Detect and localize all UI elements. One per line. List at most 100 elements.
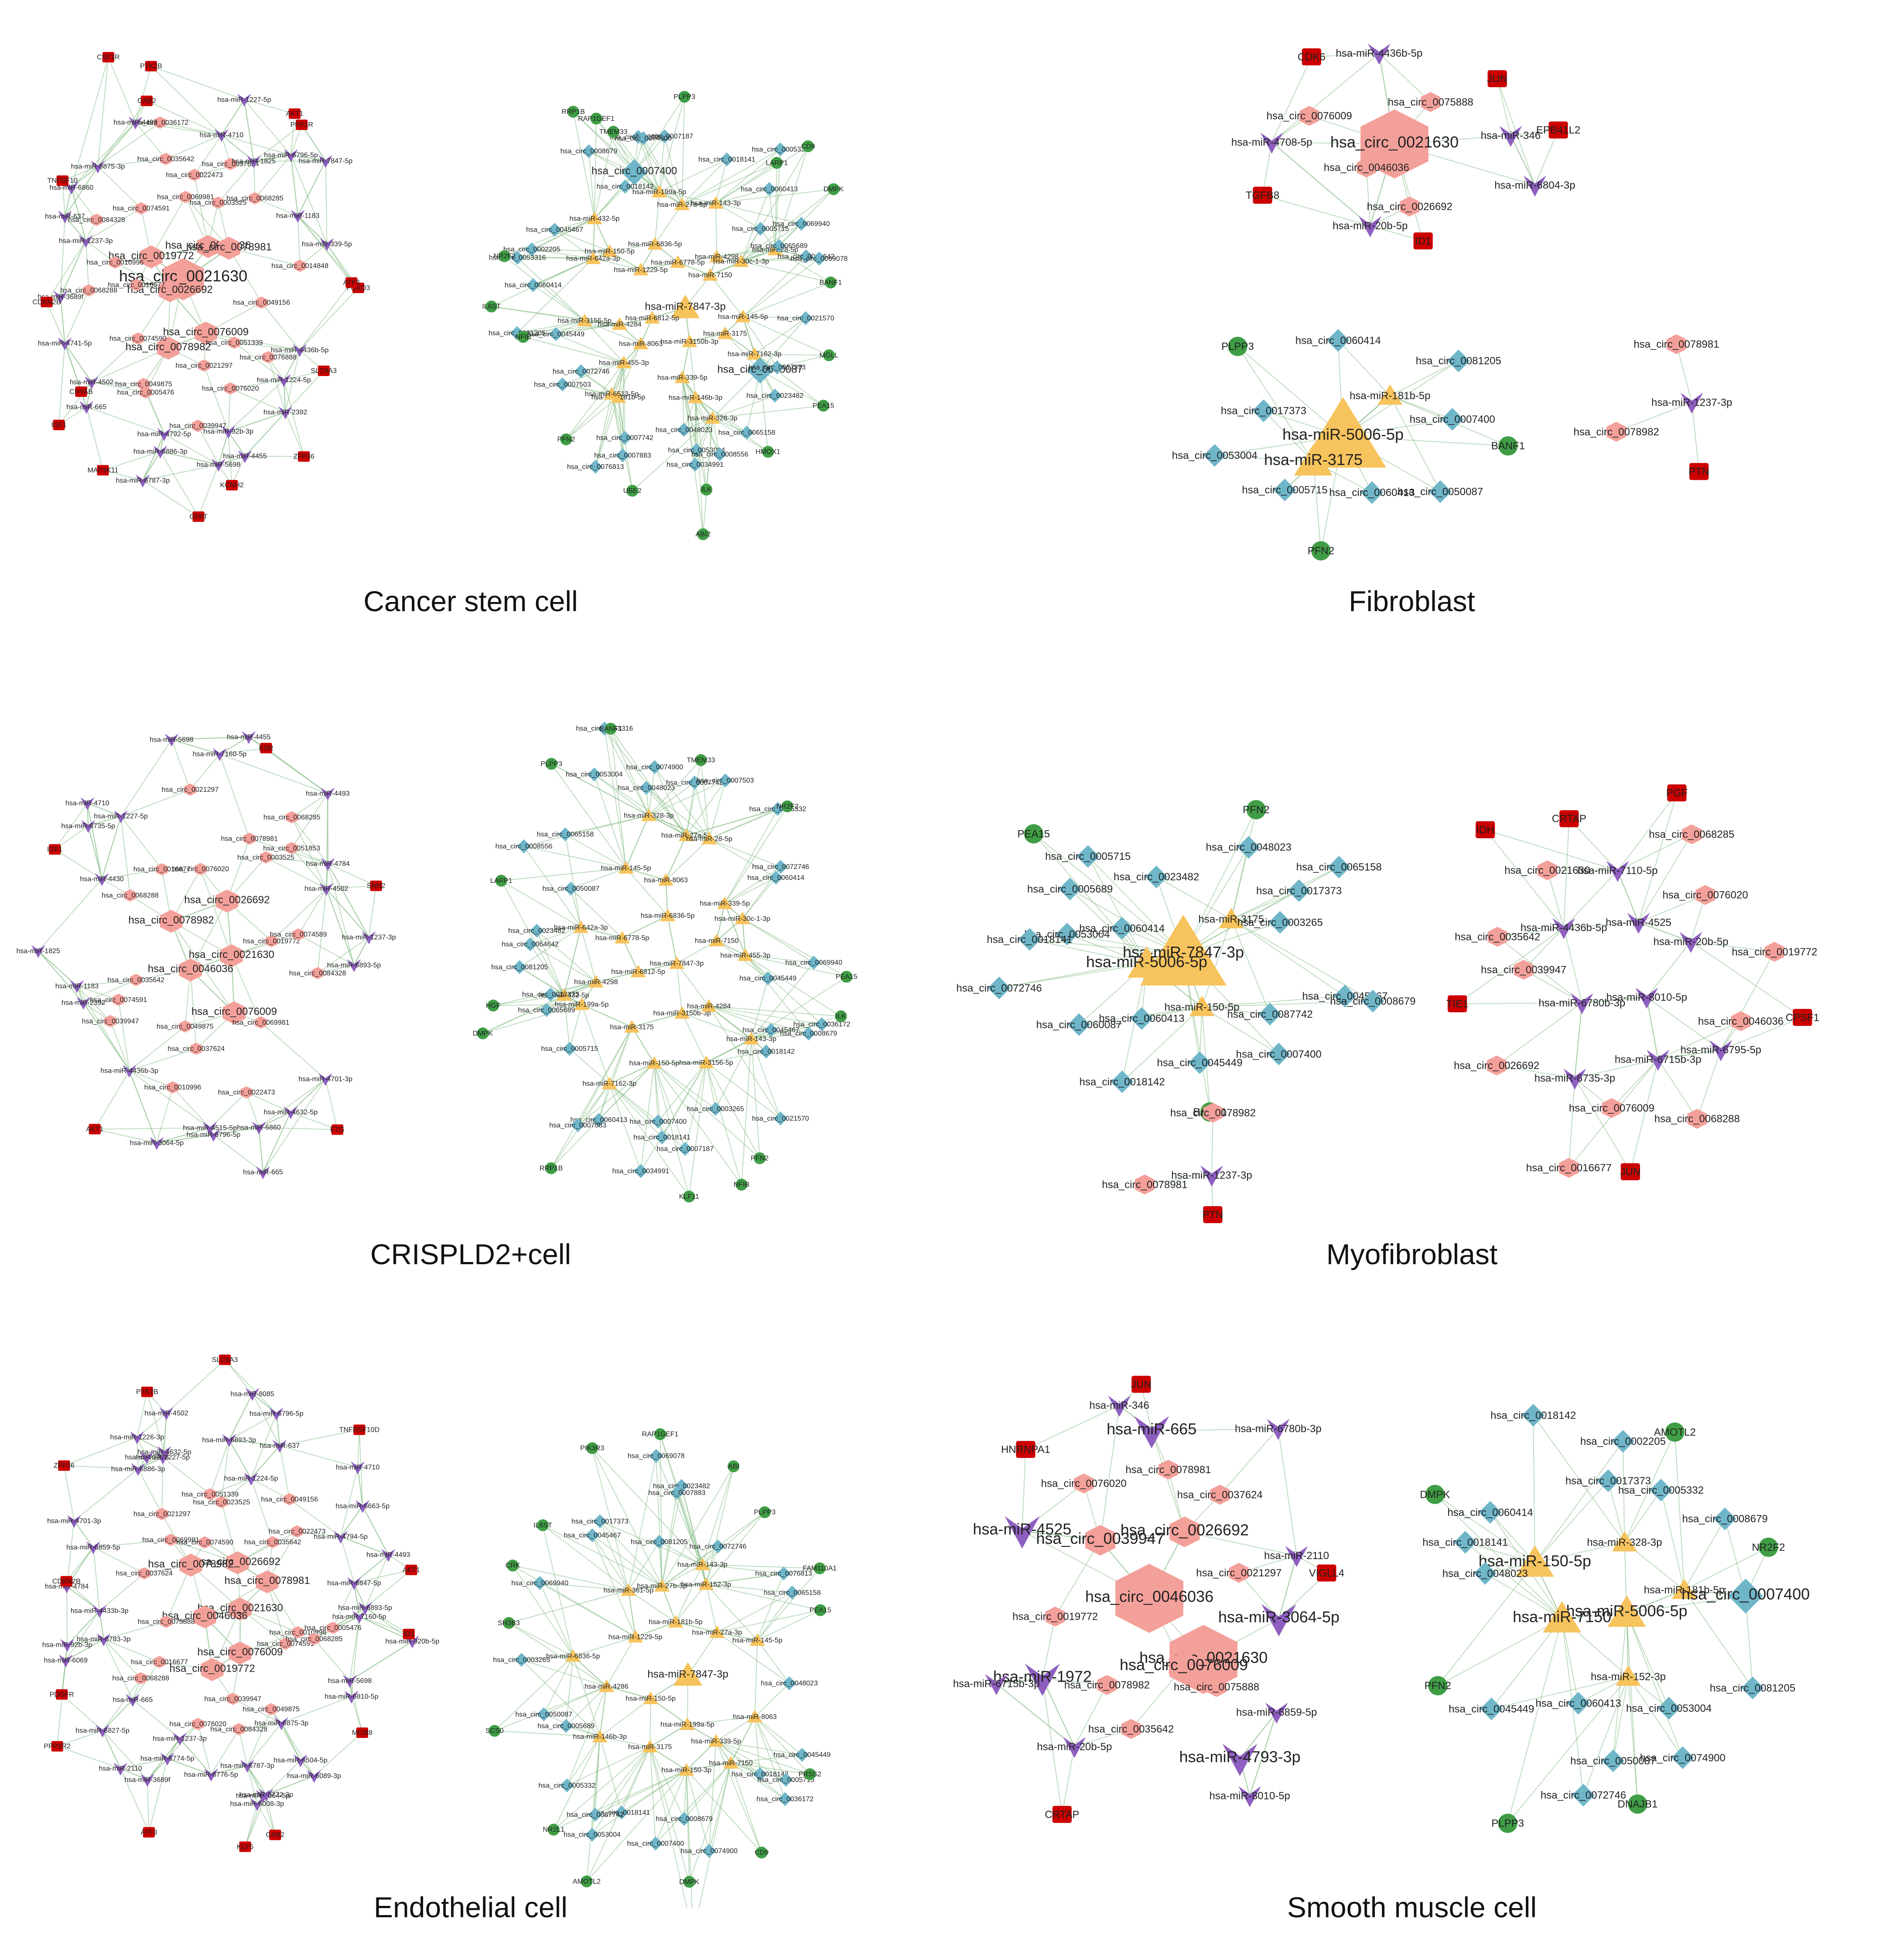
mrna-square <box>1476 821 1495 838</box>
circrna-hexagon <box>1666 334 1686 354</box>
network-node: hsa_circ_0039947 <box>82 1015 139 1027</box>
network-edge <box>606 1636 636 1687</box>
mirna-vee <box>81 820 96 833</box>
network-edge <box>592 1535 636 1637</box>
network-node: CDKN2B <box>52 1576 81 1587</box>
network-edge <box>1249 1712 1277 1796</box>
node-label: AKT1 <box>86 1125 103 1133</box>
network-edge <box>638 963 677 972</box>
mirna-triangle <box>642 1740 658 1753</box>
mrna-square <box>89 1124 101 1135</box>
network-edge <box>754 1683 790 1717</box>
circrna-diamond <box>795 1748 809 1762</box>
circrna-hexagon <box>240 1086 253 1099</box>
node-label: hsa_circ_0017373 <box>571 1518 629 1525</box>
network-edge <box>359 1616 409 1635</box>
network-edge <box>285 350 301 413</box>
network-edge <box>317 937 369 974</box>
circrna-hexagon <box>294 260 306 272</box>
circrna-hexagon <box>198 359 210 372</box>
network-node: hsa-miR-146b-3p <box>573 1730 627 1742</box>
node-label: hsa-miR-7847-5p <box>299 157 353 165</box>
network-edge <box>1201 919 1232 1007</box>
network-node: PRSS2 <box>799 1768 821 1780</box>
network-node: GPAT <box>189 511 208 522</box>
network-edge <box>618 343 642 397</box>
network-node: hsa_circ_0076009 <box>163 322 249 345</box>
network-node: hsa_circ_0021297 <box>133 1508 191 1520</box>
network-node: hsa_circ_0081205 <box>1710 1676 1795 1700</box>
node-label: hsa_circ_0081205 <box>489 330 546 337</box>
network-node: hsa_circ_0049156 <box>261 1493 318 1505</box>
circrna-diamond <box>1130 1007 1153 1030</box>
network-edge <box>1490 1512 1535 1563</box>
network-node: SNN2 <box>367 880 386 891</box>
network-edge <box>137 1468 163 1515</box>
node-label: hsa-miR-7150 <box>709 1759 753 1767</box>
network-edge <box>156 1087 173 1143</box>
circrna-hexagon <box>1487 1055 1507 1076</box>
circrna-diamond <box>772 239 786 253</box>
network-node: hsa-miR-6804-3p <box>1494 175 1575 197</box>
node-label: NR2F2 <box>493 253 516 260</box>
mirna-vee <box>381 1549 396 1562</box>
network-node: hsa_circ_0021630 <box>198 1597 283 1621</box>
network-edge <box>118 999 130 1071</box>
node-label: hsa_circ_0026692 <box>1121 1521 1249 1539</box>
mirna-triangle <box>1377 384 1403 405</box>
node-label: hsa_circ_0005332 <box>752 146 809 153</box>
network-edge <box>1627 1589 1685 1614</box>
network-edge <box>83 979 137 1003</box>
circrna-hexagon <box>222 1001 246 1025</box>
network-node: hsa_circ_0053004 <box>566 767 623 782</box>
circrna-hexagon <box>184 783 196 796</box>
circrna-diamond <box>1657 1697 1681 1720</box>
network-node: TMEM33 <box>687 754 715 766</box>
mrna-circle <box>567 106 579 118</box>
network-endothelial-cell: hsa_circ_0021630hsa_circ_0046036hsa_circ… <box>42 1355 837 1908</box>
node-label: hsa_circ_0034991 <box>612 1167 670 1175</box>
network-node: hsa-miR-143-3p <box>726 1032 776 1045</box>
node-label: hsa_circ_0084328 <box>289 970 346 977</box>
node-label: hsa-miR-1227-5p <box>94 813 148 820</box>
node-label: hsa-miR-361-5p <box>604 1587 654 1594</box>
network-node: hsa-miR-143-3p <box>691 196 741 209</box>
mirna-triangle <box>749 1633 765 1646</box>
mrna-circle <box>824 277 837 289</box>
node-label: hsa-miR-6886-3p <box>111 1465 165 1473</box>
network-node: hsa-miR-6774-5p <box>140 1752 195 1766</box>
network-node: hsa_circ_0081205 <box>491 960 548 974</box>
network-node: hsa_circ_0023525 <box>193 1496 250 1508</box>
network-node: hsa-miR-3150b-3p <box>661 335 718 347</box>
network-node: CSF1R <box>97 52 120 63</box>
node-label: hsa_circ_0018142 <box>597 183 654 191</box>
mrna-circle <box>1024 824 1043 844</box>
mrna-square <box>58 1460 70 1471</box>
network-edge <box>166 1565 191 1622</box>
node-label: hsa_circ_0078982 <box>1170 1107 1256 1119</box>
mirna-vee <box>96 1633 111 1646</box>
node-label: hsa-miR-2392 <box>62 999 106 1007</box>
node-label: hsa-miR-30c-1-3p <box>713 258 769 265</box>
network-node: hsa_circ_0021630 <box>1504 860 1590 880</box>
network-edge <box>551 763 626 869</box>
circrna-hexagon <box>215 889 239 913</box>
network-node: hsa_circ_0050087 <box>718 357 803 384</box>
network-node: hsa_circ_0023482 <box>746 388 803 403</box>
network-node: LARP1 <box>766 157 788 169</box>
mirna-vee <box>362 931 376 944</box>
node-label: hsa-miR-4710 <box>336 1464 380 1471</box>
circrna-diamond <box>812 251 826 266</box>
mirna-vee <box>212 748 227 761</box>
panel-title: Fibroblast <box>1349 585 1475 617</box>
network-edge <box>657 1062 707 1122</box>
network-node: hsa-miR-3175 <box>610 1020 654 1033</box>
network-myofibroblast: hsa-miR-7847-3phsa-miR-5006-5phsa-miR-31… <box>957 784 1819 1223</box>
circrna-diamond <box>1728 1578 1763 1614</box>
circrna-hexagon <box>109 256 121 269</box>
network-edge <box>661 1486 682 1586</box>
mrna-square <box>141 1386 153 1397</box>
network-node: JUN <box>1131 1375 1152 1393</box>
mirna-triangle <box>1515 1545 1554 1577</box>
network-edge <box>708 1006 772 1031</box>
